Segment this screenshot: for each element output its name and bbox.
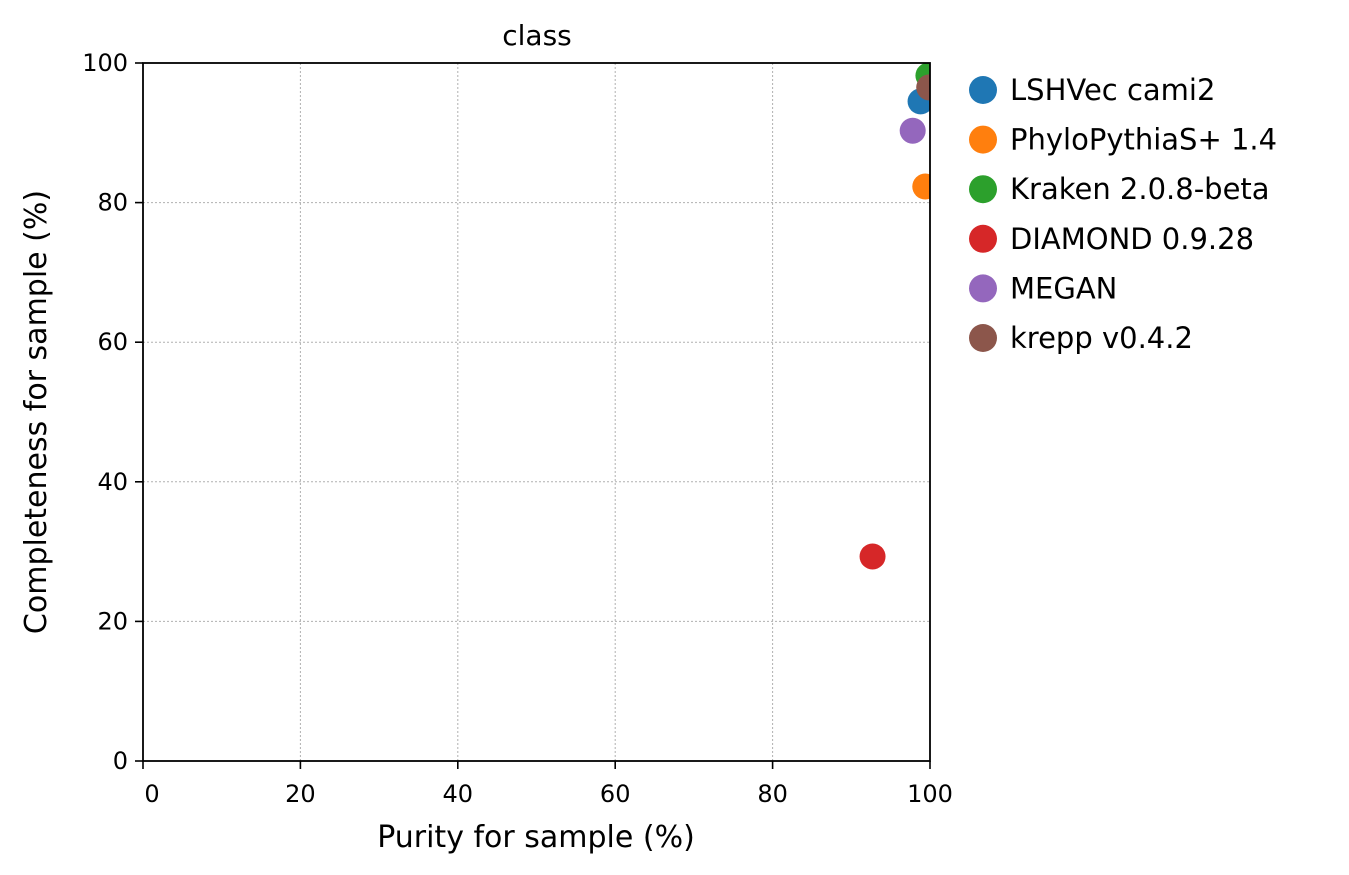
y-tick-label: 60	[97, 328, 128, 356]
legend-label-2: Kraken 2.0.8-beta	[1010, 172, 1270, 206]
legend-marker-4	[969, 274, 997, 303]
legend-marker-0	[969, 76, 997, 104]
y-tick-label: 40	[97, 468, 128, 496]
legend-marker-3	[969, 224, 997, 253]
plot-frame	[142, 62, 931, 762]
y-axis-label: Completeness for sample (%)	[19, 190, 54, 634]
y-tick-label: 80	[97, 189, 128, 217]
legend: LSHVec cami2 PhyloPythiaS+ 1.4 Kraken 2.0.…	[969, 73, 1277, 355]
legend-marker-2	[969, 175, 997, 204]
axis-ticks: 0 20 40 60 80 100 0 20 40 60 80 100	[82, 49, 953, 808]
x-tick-label: 80	[757, 780, 788, 808]
legend-label-5: krepp v0.4.2	[1010, 321, 1193, 355]
data-point-4	[899, 117, 926, 144]
legend-marker-5	[969, 324, 997, 352]
legend-marker-1	[969, 125, 997, 154]
grid-lines	[143, 63, 930, 761]
legend-label-4: MEGAN	[1010, 271, 1117, 305]
data-points	[859, 63, 930, 570]
chart-title: class	[502, 19, 572, 52]
y-tick-label: 0	[113, 747, 128, 775]
x-tick-label: 60	[600, 780, 631, 808]
x-tick-label: 100	[907, 780, 953, 808]
legend-label-1: PhyloPythiaS+ 1.4	[1010, 123, 1277, 157]
data-point-1	[912, 173, 930, 200]
data-point-3	[859, 543, 886, 570]
legend-label-3: DIAMOND 0.9.28	[1010, 222, 1254, 256]
y-tick-label: 20	[97, 607, 128, 635]
data-point-5	[916, 74, 930, 101]
x-axis-label: Purity for sample (%)	[377, 820, 695, 855]
x-tick-label: 40	[443, 780, 474, 808]
x-tick-label: 0	[144, 780, 159, 808]
x-tick-label: 20	[285, 780, 316, 808]
y-tick-label: 100	[82, 49, 128, 77]
legend-label-0: LSHVec cami2	[1010, 73, 1215, 107]
